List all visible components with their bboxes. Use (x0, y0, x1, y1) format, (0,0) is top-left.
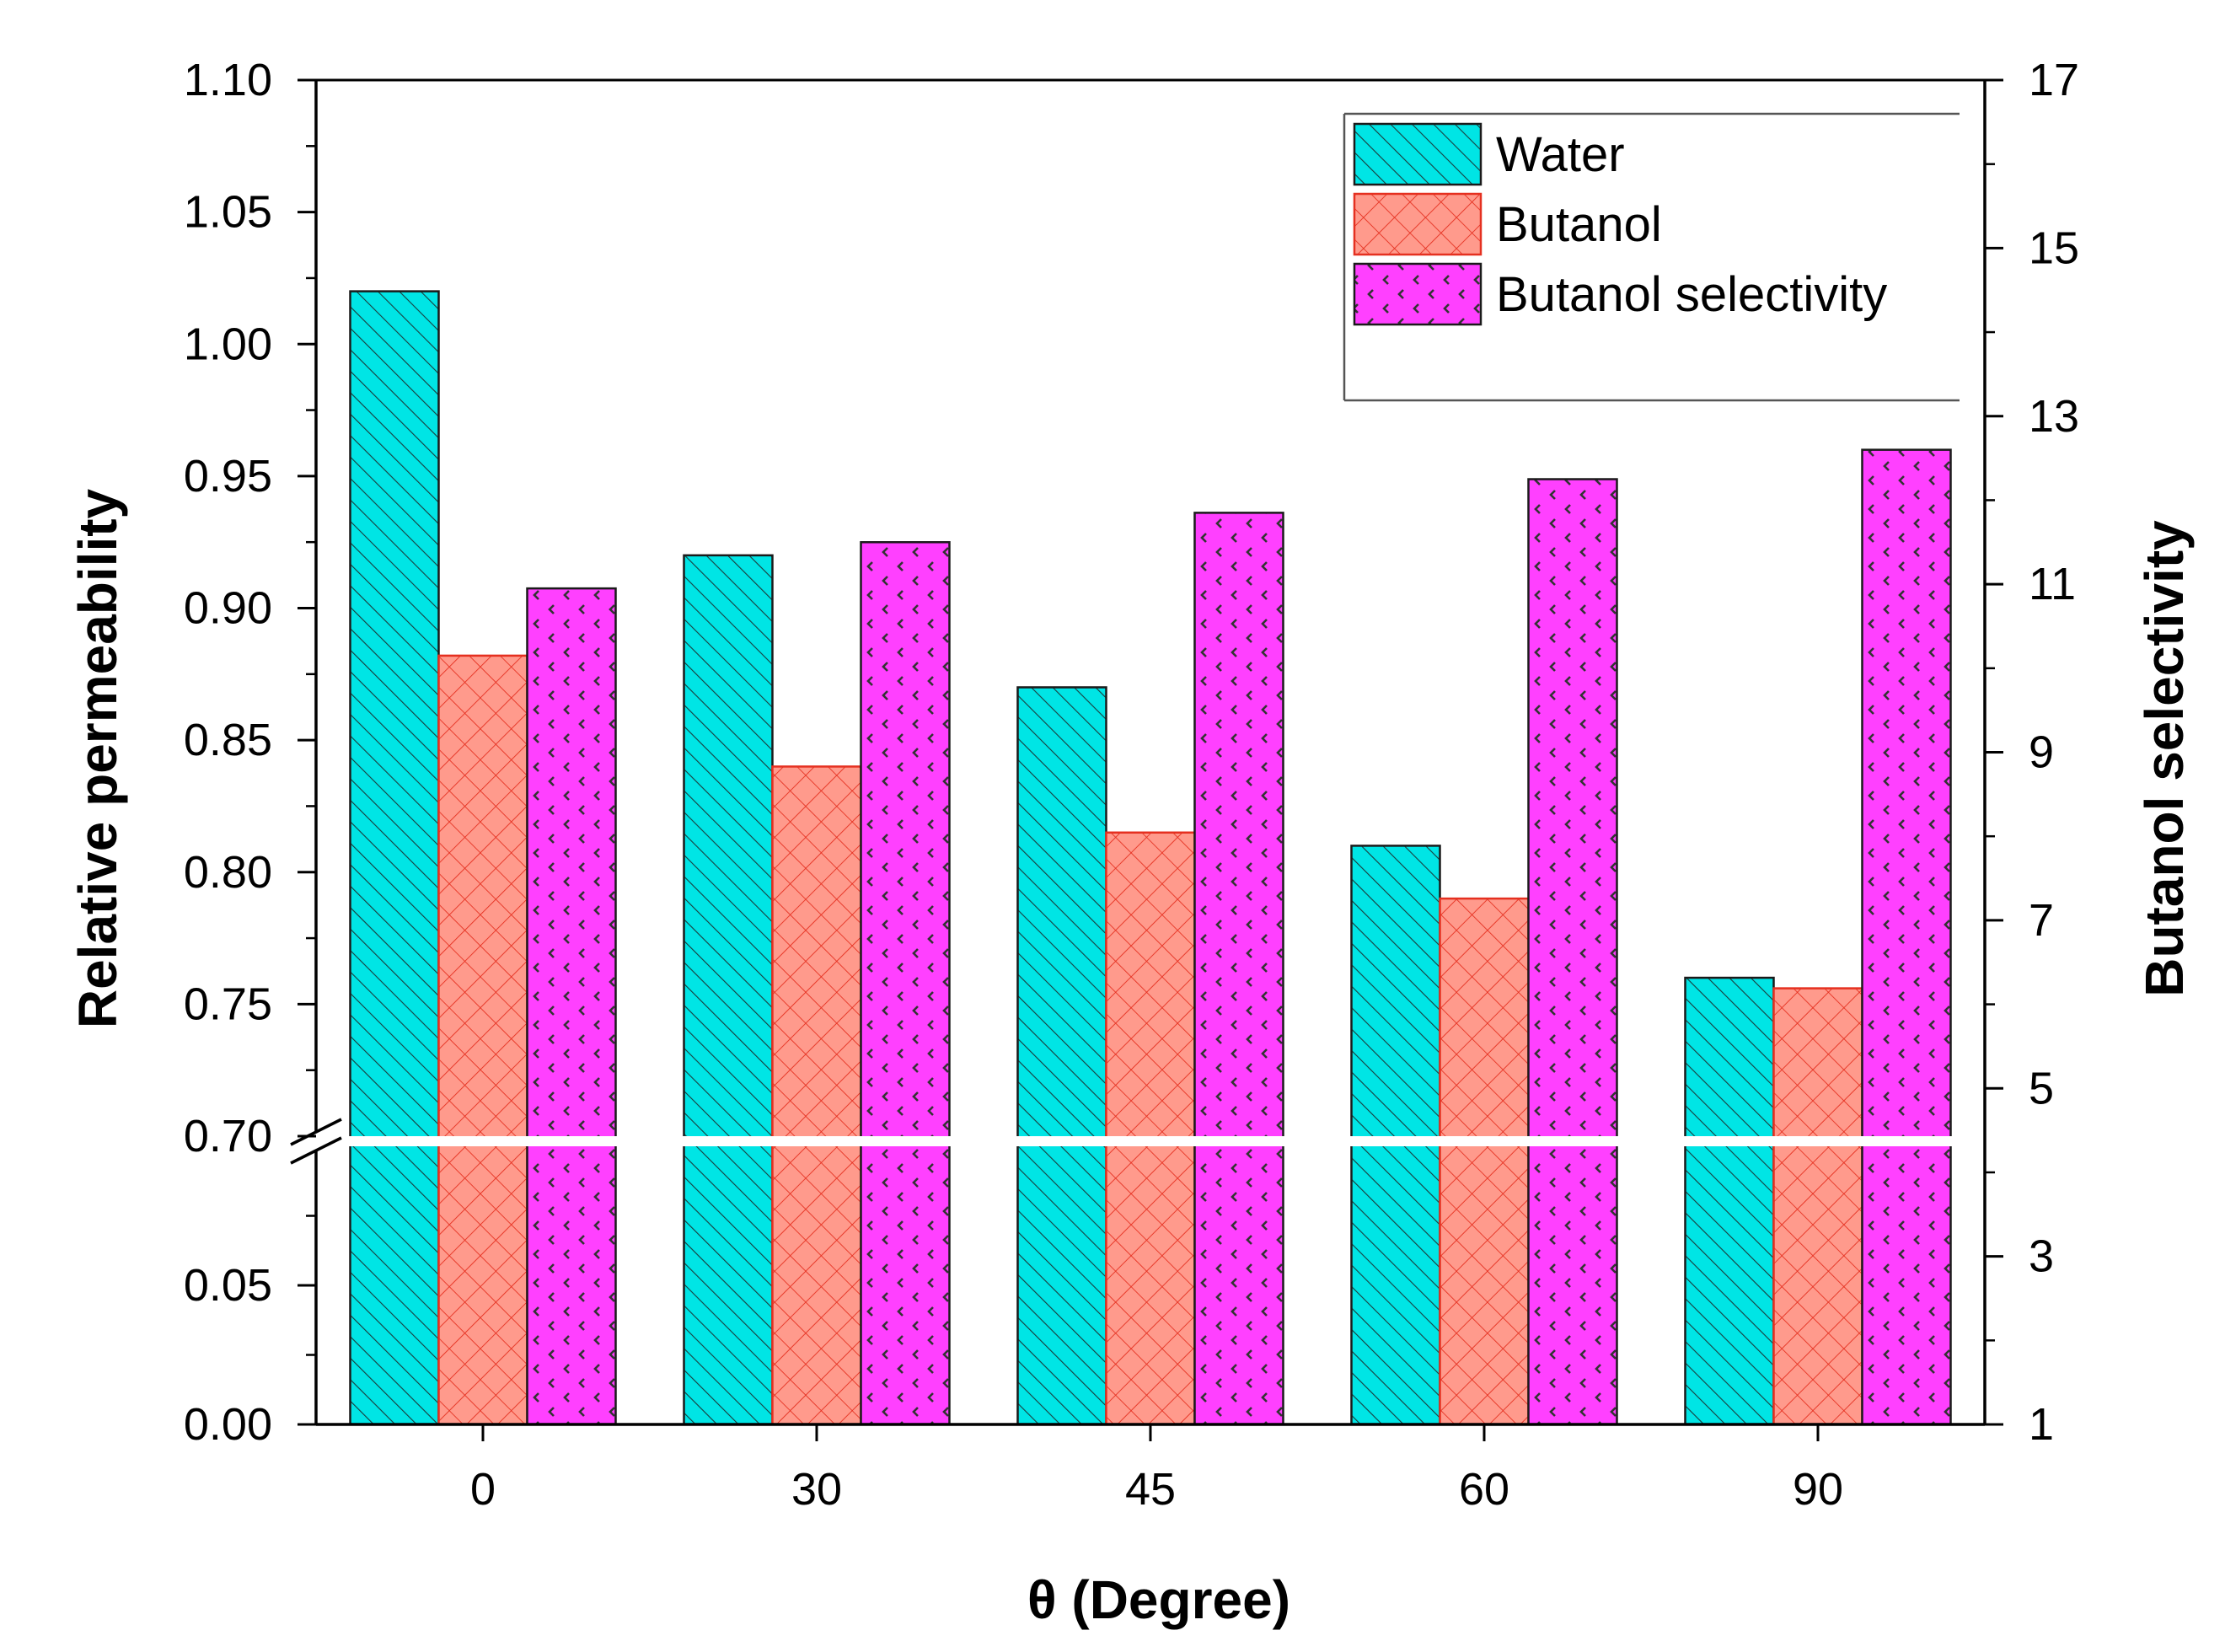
bar-water-30 (683, 554, 774, 1426)
y-right-tick-label: 1 (2029, 1399, 2054, 1450)
legend-swatch-butanol-selectivity (1353, 262, 1482, 326)
y-right-tick-label: 11 (2029, 559, 2076, 609)
y-right-tick-label: 3 (2029, 1231, 2054, 1282)
y-right-tick-label: 9 (2029, 727, 2054, 778)
bar-water-45 (1016, 686, 1107, 1426)
y-left-tick-label: 0.70 (184, 1111, 272, 1161)
y-left-tick-label: 1.10 (184, 55, 272, 105)
bar-butanol-90 (1772, 987, 1863, 1426)
bar-butanol-selectivity-0 (526, 587, 617, 1426)
bar-butanol-0 (437, 654, 528, 1426)
bar-water-0 (349, 290, 440, 1426)
y-left-tick-label: 0.90 (184, 583, 272, 634)
y-axis-left-title: Relative permeability (67, 488, 128, 1028)
break-mark-lower (290, 1136, 342, 1165)
legend-swatch-water (1353, 122, 1482, 186)
legend: Water Butanol Butanol selectivity (1343, 112, 1960, 402)
x-axis-title: θ (Degree) (1027, 1569, 1290, 1630)
bar-butanol-60 (1439, 897, 1530, 1426)
bar-butanol-selectivity-90 (1861, 448, 1952, 1426)
y-left-tick-label: 0.05 (184, 1260, 272, 1311)
x-tick-label: 60 (1459, 1464, 1509, 1515)
y-right-tick-label: 13 (2029, 391, 2079, 442)
x-tick-label: 45 (1125, 1464, 1176, 1515)
y-right-tick-label: 17 (2029, 55, 2079, 105)
y-right-tick-label: 5 (2029, 1063, 2054, 1113)
y-left-tick-label: 0.00 (184, 1399, 272, 1450)
break-mark-upper (290, 1118, 342, 1146)
y-left-tick-label: 0.80 (184, 847, 272, 898)
bar-butanol-selectivity-60 (1527, 478, 1618, 1426)
tick-labels: 0 30 45 60 90 0.70 0.75 0.80 0.85 0.90 0.95 1.00 1.0… (184, 55, 2079, 1515)
bars-layer (349, 290, 1952, 1426)
bar-butanol-30 (771, 765, 862, 1426)
y-left-tick-label: 0.85 (184, 715, 272, 765)
legend-label-butanol: Butanol (1496, 197, 1662, 252)
bar-butanol-selectivity-45 (1193, 512, 1284, 1426)
bar-water-90 (1684, 976, 1775, 1426)
y-left-tick-label: 1.05 (184, 187, 272, 238)
y-left-tick-label: 0.95 (184, 451, 272, 502)
y-right-tick-label: 7 (2029, 895, 2054, 946)
y-left-tick-label: 0.75 (184, 979, 272, 1029)
bar-water-60 (1350, 845, 1441, 1426)
legend-label-butanol-selectivity: Butanol selectivity (1496, 267, 1887, 322)
bar-butanol-selectivity-30 (860, 541, 951, 1426)
break-band (287, 1136, 1985, 1146)
axes (290, 78, 2003, 1441)
legend-label-water: Water (1496, 127, 1625, 182)
legend-swatch-butanol (1353, 192, 1482, 256)
x-tick-label: 0 (470, 1464, 496, 1515)
y-axis-right-title: Butanol selectivity (2134, 520, 2195, 997)
y-right-tick-label: 15 (2029, 223, 2079, 273)
axis-break (287, 1136, 1985, 1146)
bar-butanol-45 (1105, 831, 1196, 1426)
y-left-tick-label: 1.00 (184, 319, 272, 369)
x-tick-label: 30 (791, 1464, 842, 1515)
x-tick-label: 90 (1793, 1464, 1843, 1515)
